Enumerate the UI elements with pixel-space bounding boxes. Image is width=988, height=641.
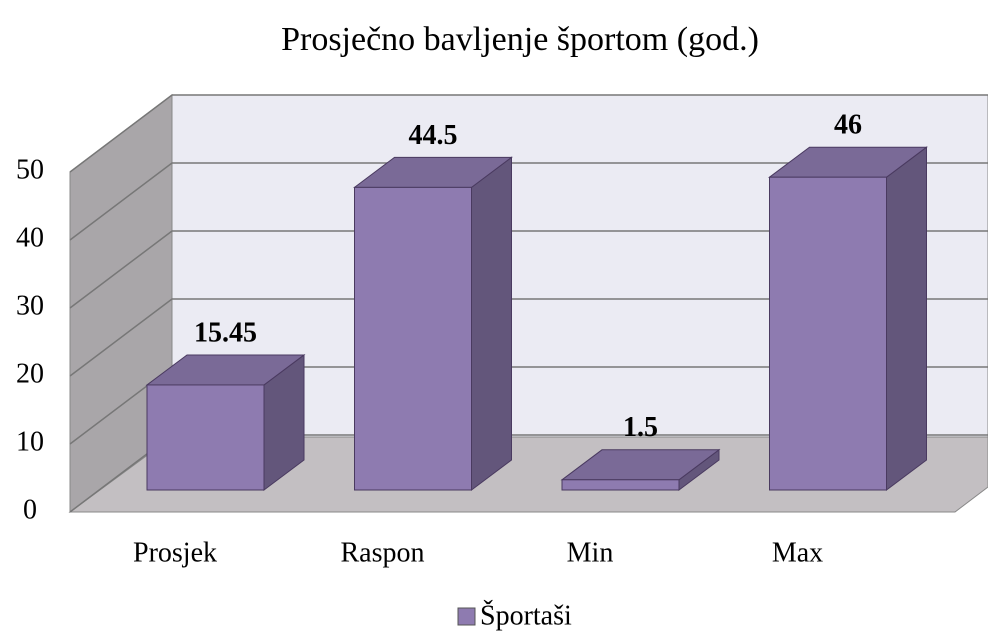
grid-line <box>69 162 988 241</box>
grid-line <box>69 298 988 377</box>
chart-title: Prosječno bavljenje športom (god.) <box>281 21 759 58</box>
bar <box>560 448 721 491</box>
value-label: 1.5 <box>623 412 658 443</box>
bar-side <box>886 146 927 491</box>
value-label: 15.45 <box>194 317 257 348</box>
x-tick-label: Prosjek <box>133 537 217 568</box>
y-tick-label: 30 <box>16 290 44 321</box>
value-label: 46 <box>834 110 862 141</box>
x-tick-label: Max <box>772 537 823 568</box>
bar <box>768 146 928 491</box>
x-tick-label: Min <box>567 537 614 568</box>
legend-swatch <box>457 607 476 626</box>
bar-side <box>471 156 512 491</box>
legend-label: Športaši <box>480 600 572 631</box>
bar-front <box>146 384 265 491</box>
x-tick-label: Raspon <box>341 537 425 568</box>
grid-line <box>69 94 988 173</box>
bar-front <box>769 176 887 491</box>
bar-front <box>561 479 680 491</box>
y-tick-label: 20 <box>16 358 44 389</box>
bar <box>145 353 306 491</box>
y-tick-label: 50 <box>16 154 44 185</box>
bars <box>145 146 928 491</box>
y-tick-label: 10 <box>16 426 44 457</box>
bar-front <box>354 186 472 491</box>
y-tick-label: 40 <box>16 222 44 253</box>
bar <box>353 156 513 491</box>
grid-line <box>69 230 988 309</box>
y-tick-label: 0 <box>23 494 37 525</box>
value-label: 44.5 <box>409 120 458 151</box>
